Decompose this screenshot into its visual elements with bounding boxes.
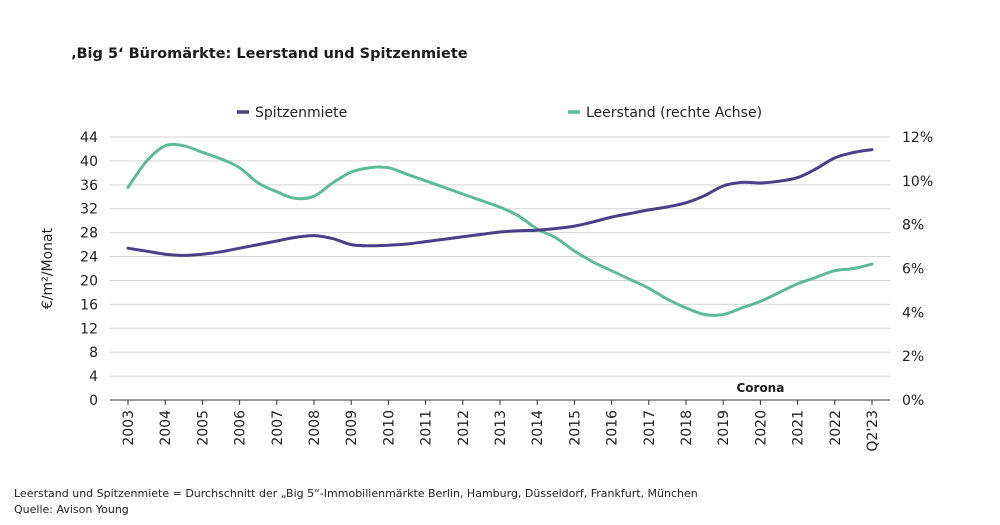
x-tick-label: 2017	[642, 410, 658, 446]
series-lines	[126, 142, 874, 317]
y-axis-label: €/m²/Monat	[40, 227, 56, 309]
x-tick-label: 2022	[828, 410, 844, 446]
series-line-spitzenmiete	[126, 148, 874, 257]
chart-title: ‚Big 5‘ Büromärkte: Leerstand und Spitze…	[71, 46, 468, 62]
y2-tick-label: 10%	[902, 174, 933, 190]
legend-label: Leerstand (rechte Achse)	[586, 105, 762, 121]
y-axis-left: 0 4 8 12 16 20 24 28 32 36 40 44 €/m²/Monat	[40, 130, 98, 409]
y-tick-label: 8	[89, 345, 98, 361]
y-tick-label: 40	[80, 154, 98, 170]
y-tick-label: 36	[80, 178, 98, 194]
footnote-source: Quelle: Avison Young	[14, 503, 129, 516]
y-tick-label: 0	[89, 393, 98, 409]
x-tick-label: 2010	[381, 410, 397, 446]
x-tick-label: 2006	[233, 410, 249, 446]
y2-tick-label: 8%	[902, 218, 924, 234]
x-tick-label: 2020	[753, 410, 769, 446]
footnote-definition: Leerstand und Spitzenmiete = Durchschnit…	[14, 487, 698, 500]
x-tick-label: 2018	[679, 410, 695, 446]
x-tick-label: 2009	[344, 410, 360, 446]
y2-tick-label: 12%	[902, 130, 933, 146]
x-tick-label: 2019	[716, 410, 732, 446]
x-tick-label: 2013	[493, 410, 509, 446]
y-tick-label: 32	[80, 202, 98, 218]
y2-tick-label: 0%	[902, 393, 924, 409]
y-tick-label: 20	[80, 273, 98, 289]
x-tick-label: Q2'23	[865, 410, 881, 452]
y-axis-right: 0% 2% 4% 6% 8% 10% 12%	[902, 130, 933, 409]
y-tick-label: 12	[80, 321, 98, 337]
y2-tick-label: 6%	[902, 262, 924, 278]
x-tick-label: 2016	[605, 410, 621, 446]
y-tick-label: 4	[89, 369, 98, 385]
x-tick-label: 2003	[121, 410, 137, 446]
y-tick-label: 16	[80, 297, 98, 313]
y2-tick-label: 2%	[902, 349, 924, 365]
y-tick-label: 28	[80, 226, 98, 242]
legend: Spitzenmiete Leerstand (rechte Achse)	[237, 105, 762, 121]
gridlines	[110, 136, 890, 401]
x-tick-label: 2015	[567, 410, 583, 446]
x-tick-label: 2007	[270, 410, 286, 446]
legend-label: Spitzenmiete	[255, 105, 347, 121]
x-tick-label: 2008	[307, 410, 323, 446]
y-tick-label: 24	[80, 250, 98, 266]
x-tick-label: 2011	[419, 410, 435, 446]
chart-svg: Spitzenmiete Leerstand (rechte Achse) 0 4 8…	[40, 105, 933, 452]
x-tick-label: 2005	[195, 410, 211, 446]
y2-tick-label: 4%	[902, 305, 924, 321]
x-tick-label: 2012	[456, 410, 472, 446]
y-tick-label: 44	[80, 130, 98, 146]
annotation-corona: Corona	[736, 381, 784, 395]
x-axis: 2003 2004 2005 2006 2007 2008 2009 2010 2011 2012…	[110, 399, 890, 452]
x-tick-label: 2014	[530, 410, 546, 446]
series-line-leerstand	[126, 142, 874, 317]
x-tick-label: 2004	[158, 410, 174, 446]
annotations: Corona	[736, 381, 784, 395]
x-tick-label: 2021	[791, 410, 807, 446]
